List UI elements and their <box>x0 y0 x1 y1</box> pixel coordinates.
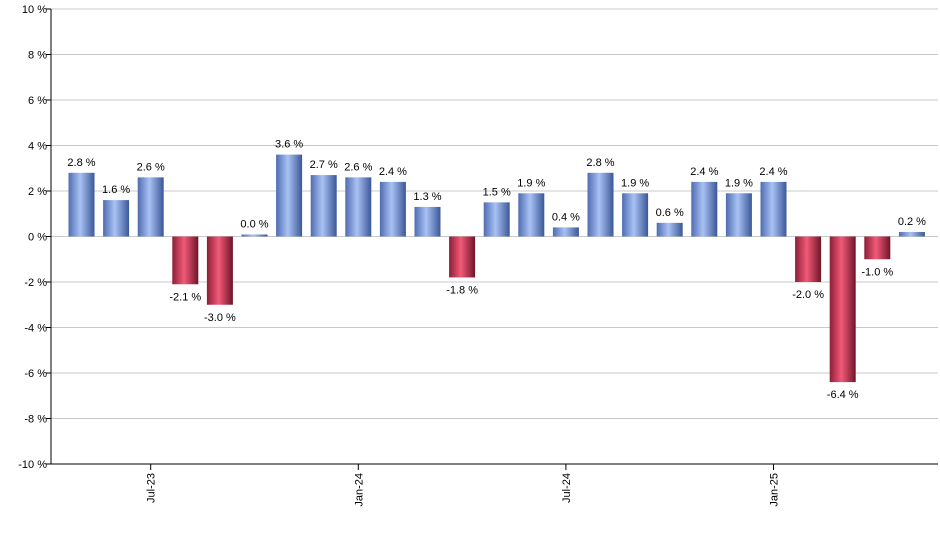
bar-value-label: 2.6 % <box>137 161 165 173</box>
bar <box>483 202 510 237</box>
y-tick-label: -10 % <box>18 459 47 471</box>
bar-value-label: 0.4 % <box>552 211 580 223</box>
bar-value-label: 2.4 % <box>690 166 718 178</box>
bar-value-label: 1.6 % <box>102 184 130 196</box>
bar <box>103 200 130 237</box>
bar-value-label: 2.4 % <box>379 166 407 178</box>
bar-value-label: 0.0 % <box>240 219 268 231</box>
bar <box>241 234 268 237</box>
bar <box>760 181 787 237</box>
bar <box>829 236 856 383</box>
bar <box>864 236 891 260</box>
bar <box>518 193 545 237</box>
bar <box>414 206 441 237</box>
y-tick-label: -8 % <box>24 414 47 426</box>
y-tick-label: 0 % <box>28 232 47 244</box>
bar <box>656 222 683 237</box>
y-tick-label: 10 % <box>22 4 47 16</box>
bar-value-label: 1.9 % <box>517 177 545 189</box>
bar-value-label: -2.0 % <box>792 289 824 301</box>
x-tick-label: Jan-25 <box>769 473 781 507</box>
bar-value-label: -3.0 % <box>204 312 236 324</box>
bar <box>310 175 337 237</box>
bar-value-label: 1.9 % <box>621 177 649 189</box>
x-tick-label: Jan-24 <box>353 473 365 507</box>
bar <box>137 177 164 237</box>
bar <box>345 177 372 237</box>
x-axis-tick-labels: Jul-23 Jan-24 Jul-24 Jan-25 <box>146 464 781 507</box>
bar-value-label: -2.1 % <box>169 291 201 303</box>
axes <box>50 9 938 465</box>
bars <box>68 154 925 383</box>
bar-value-label: 0.2 % <box>898 216 926 228</box>
bar-value-label: 2.7 % <box>310 159 338 171</box>
bar <box>552 227 579 237</box>
x-tick-label: Jul-23 <box>146 473 158 503</box>
bar <box>172 236 199 285</box>
y-tick-label: 2 % <box>28 186 47 198</box>
bar <box>206 236 233 305</box>
bar-value-label: 0.6 % <box>656 207 684 219</box>
bar-value-label: 2.8 % <box>586 157 614 169</box>
value-labels: 2.8 % 1.6 % 2.6 % -2.1 %-3.0 % 0.0 % 3.6 % 2.7… <box>67 139 926 402</box>
bar <box>68 172 95 237</box>
bar <box>795 236 822 282</box>
y-tick-label: 8 % <box>28 50 47 62</box>
bar <box>587 172 614 237</box>
bar-value-label: 2.6 % <box>344 161 372 173</box>
bar-value-label: -1.8 % <box>446 284 478 296</box>
bar-value-label: 2.4 % <box>759 166 787 178</box>
y-tick-label: -4 % <box>24 323 47 335</box>
bar <box>379 181 406 237</box>
bar <box>276 154 303 237</box>
bar-value-label: -1.0 % <box>861 266 893 278</box>
y-tick-label: 6 % <box>28 95 47 107</box>
y-tick-label: -6 % <box>24 368 47 380</box>
bar-value-label: 1.9 % <box>725 177 753 189</box>
bar-value-label: 1.3 % <box>413 191 441 203</box>
y-tick-label: -2 % <box>24 277 47 289</box>
bar-value-label: -6.4 % <box>827 389 859 401</box>
bar-value-label: 2.8 % <box>67 157 95 169</box>
bar <box>622 193 649 237</box>
y-axis-tick-labels: 10 % 8 % 6 % 4 % 2 % 0 % -2 % -4 % -6 % -8 % -10 % <box>18 4 47 471</box>
bar <box>449 236 476 278</box>
bar <box>898 231 925 237</box>
bar-value-label: 1.5 % <box>483 186 511 198</box>
y-tick-label: 4 % <box>28 141 47 153</box>
bar <box>725 193 752 237</box>
x-tick-label: Jul-24 <box>561 473 573 503</box>
bar-value-label: 3.6 % <box>275 139 303 151</box>
bar <box>691 181 718 237</box>
